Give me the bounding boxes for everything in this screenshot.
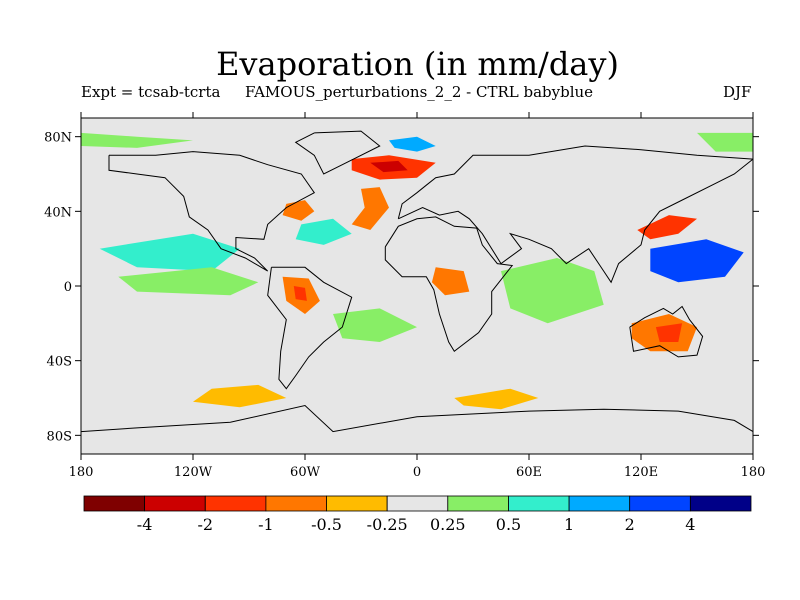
kuroshio-decrease [637,215,697,240]
lon-tick-label: 60E [516,465,542,480]
subtitle-center: FAMOUS_perturbations_2_2 - CTRL babyblue [245,83,594,101]
axis-ticks: 80N 40N 0 40S 80S 180 120W 60W 0 60E 120E 180 [44,112,765,480]
lon-tick-label: 0 [413,465,421,480]
east-pacific-increase [118,267,259,296]
southern-ocean-decrease [193,384,287,408]
colorbar-box [326,495,388,512]
lat-tick-label: 0 [64,280,72,295]
north-atlantic-decrease-core [370,160,408,173]
colorbar-box [144,495,206,512]
colorbar: -4 -2 -1 -0.5 -0.25 0.25 0.5 1 2 4 [83,495,752,534]
colorbar-label: -4 [137,515,153,534]
amazon-decrease-core [293,286,307,301]
colorbar-label: -1 [258,515,274,534]
lon-tick-label: 180 [69,465,94,480]
colorbar-box [629,495,691,512]
colorbar-box [508,495,570,512]
subtitle-right: DJF [723,83,752,101]
lat-tick-label: 40S [47,355,72,370]
colorbar-box [265,495,327,512]
lon-tick-label: 120W [174,465,213,480]
indian-ocean-increase [501,258,604,324]
colorbar-label: -2 [198,515,214,534]
colorbar-label: 2 [625,515,635,534]
colorbar-label: 4 [685,515,695,534]
colorbar-box [386,495,449,512]
chart-title: Evaporation (in mm/day) [216,45,619,83]
colorbar-label: 0.5 [496,515,521,534]
colorbar-label: -0.5 [311,515,342,534]
australia-decrease-core [655,323,683,342]
lon-tick-label: 60W [290,465,321,480]
coastlines [81,130,753,433]
colorbar-box [568,495,631,512]
coastline-europe-asia [397,145,753,284]
tropical-pacific-increase [99,233,240,272]
coastline-africa [384,216,514,353]
colorbar-label: -0.25 [367,515,408,534]
coastline-antarctica [81,404,753,433]
south-atlantic-increase [333,308,417,342]
coastline-north-america [108,151,316,272]
subtitle-left: Expt = tcsab-tcrta [81,83,221,101]
lat-tick-label: 40N [44,205,72,220]
arctic-increase-2 [697,132,753,152]
colorbar-box [83,495,145,512]
colorbar-label: 0.25 [430,515,466,534]
lat-tick-label: 80N [44,131,72,146]
eastern-atlantic-decrease [351,187,389,230]
coastline-south-america [267,266,353,390]
colorbar-box [447,495,509,512]
west-pacific-strong-increase [650,239,744,283]
lon-tick-label: 120E [624,465,658,480]
colorbar-box [690,495,752,512]
colorbar-label: 1 [564,515,574,534]
west-atlantic-increase [295,218,352,245]
lon-tick-label: 180 [741,465,766,480]
greenland-sea-increase [389,136,436,152]
colorbar-box [204,495,267,512]
coastline-greenland [294,130,381,175]
anomaly-regions [81,132,753,410]
arctic-increase [81,132,193,148]
southern-ocean-decrease-2 [454,388,539,410]
west-africa-decrease [431,267,470,296]
lat-tick-label: 80S [47,429,72,444]
coastline-australia [629,305,704,358]
